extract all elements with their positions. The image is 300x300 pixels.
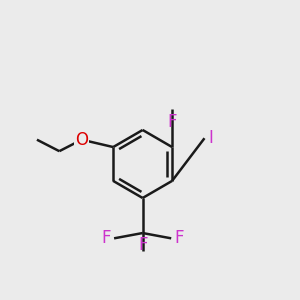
- Text: I: I: [208, 129, 213, 147]
- Text: F: F: [167, 113, 177, 131]
- Text: F: F: [138, 236, 147, 254]
- Text: F: F: [175, 229, 184, 247]
- Text: O: O: [75, 131, 88, 149]
- Text: F: F: [101, 229, 110, 247]
